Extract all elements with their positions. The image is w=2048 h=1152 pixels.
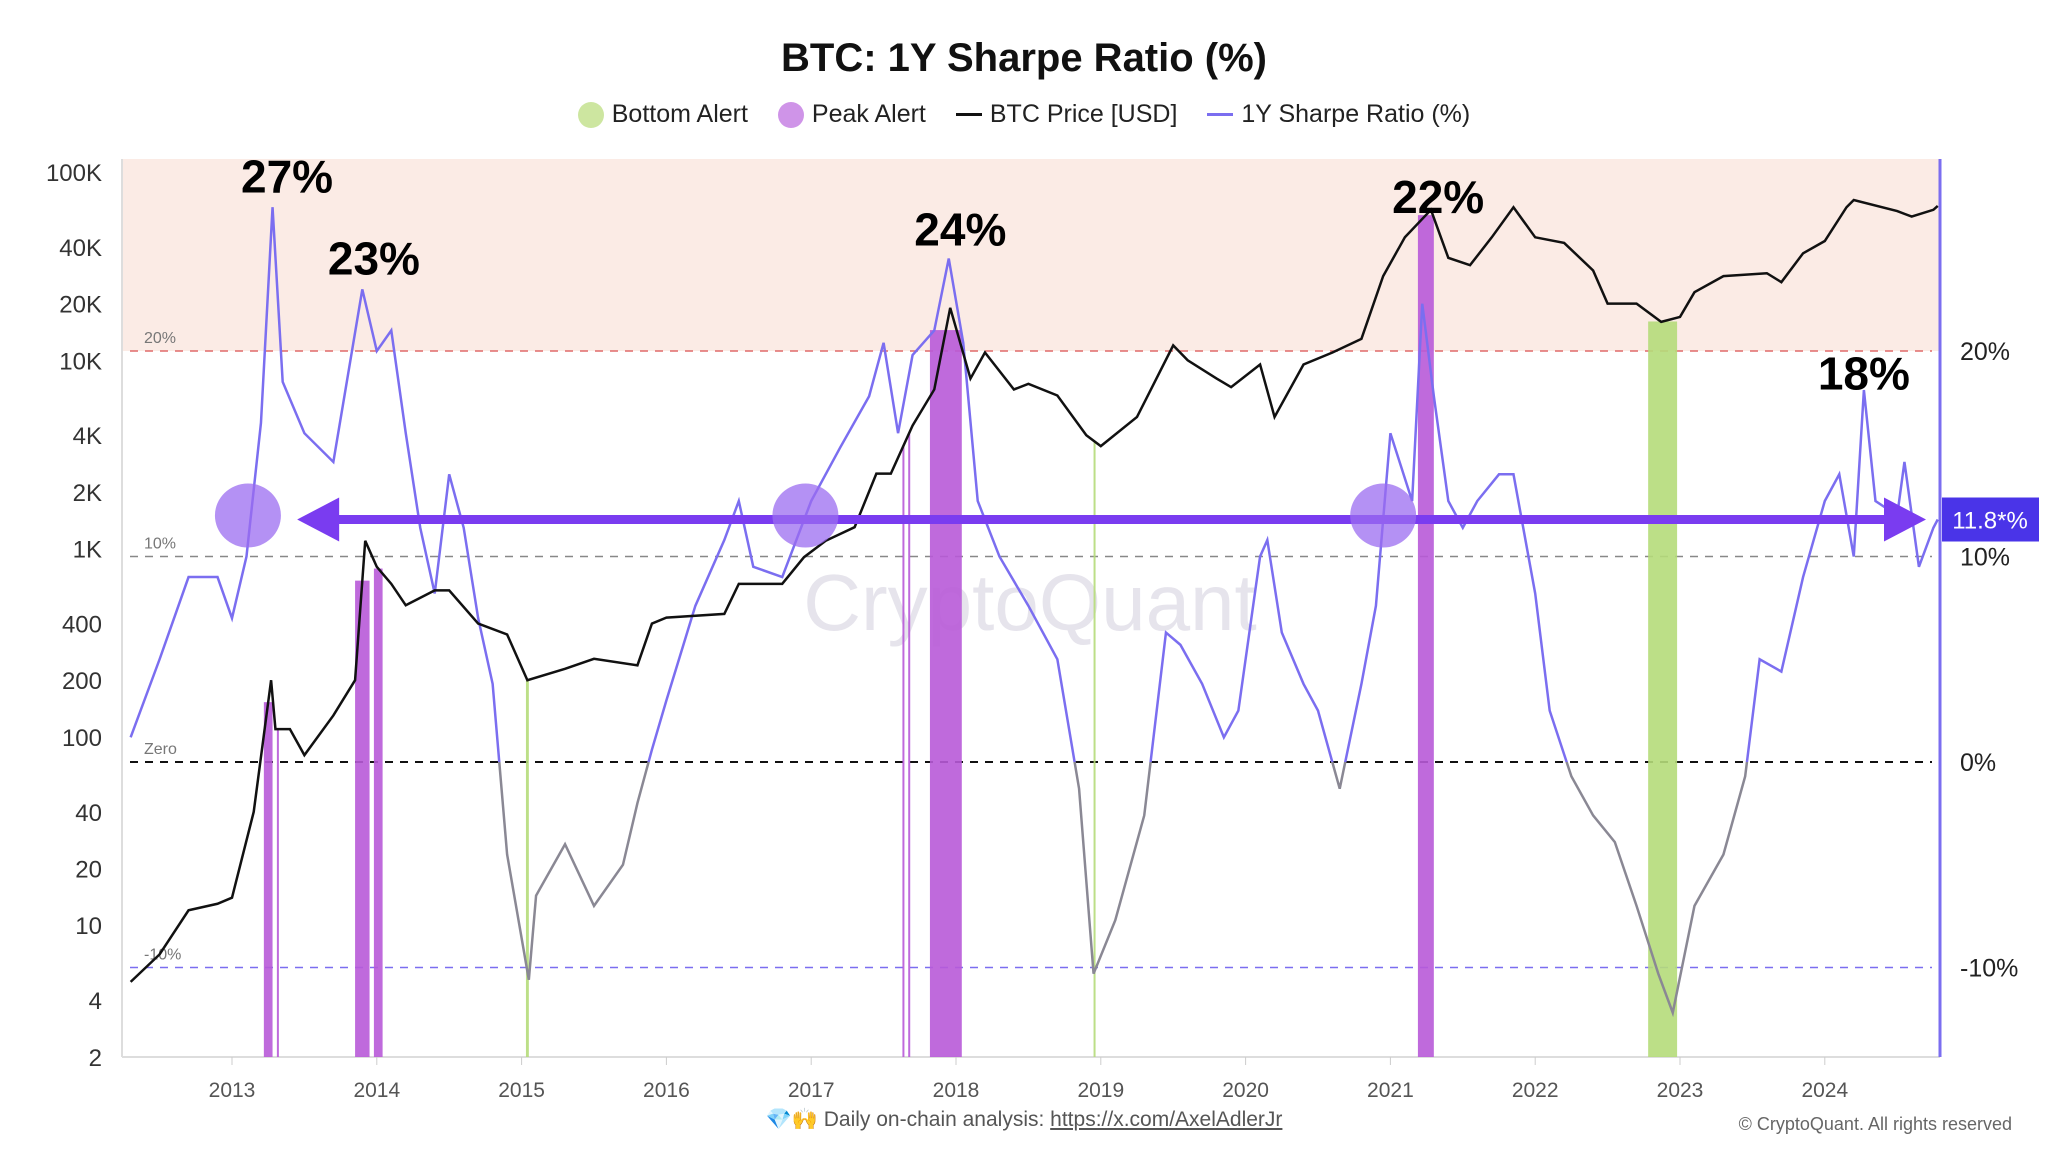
x-tick-label: 2014 — [353, 1079, 400, 1102]
arrow-left-head-icon — [297, 497, 340, 542]
legend-btc-price[interactable]: BTC Price [USD] — [955, 100, 1178, 129]
price-line-icon — [955, 113, 982, 116]
x-tick-label: 2024 — [1801, 1079, 1848, 1102]
circle-marker — [214, 483, 281, 548]
sharpe-line-icon — [1207, 113, 1234, 116]
legend-label: Peak Alert — [811, 100, 926, 128]
x-tick-label: 2016 — [643, 1079, 690, 1102]
peak-annotation: 22% — [1392, 171, 1484, 223]
high-zone — [122, 159, 1940, 351]
y-left-tick-label: 100 — [62, 725, 102, 752]
circle-marker — [772, 483, 839, 548]
y-left-tick-label: 10K — [59, 348, 102, 375]
circle-marker — [1350, 483, 1417, 548]
legend-label: BTC Price [USD] — [989, 100, 1178, 128]
y-left-tick-label: 20 — [75, 857, 102, 884]
sharpe-line-positive — [129, 207, 1939, 762]
y-left-tick-label: 1K — [73, 537, 102, 564]
x-tick-label: 2015 — [498, 1079, 545, 1102]
legend-label: 1Y Sharpe Ratio (%) — [1241, 100, 1471, 128]
bottom-alert-dot-icon — [577, 101, 604, 128]
current-value-label: 11.8*% — [1952, 508, 2028, 535]
y-left-tick-label: 4K — [73, 423, 102, 450]
x-tick-label: 2021 — [1367, 1079, 1414, 1102]
y-right-tick-label: 10% — [1960, 544, 2010, 572]
footer-text: Daily on-chain analysis: — [823, 1108, 1045, 1131]
y-right-tick-label: 20% — [1960, 338, 2010, 366]
x-tick-label: 2023 — [1657, 1079, 1704, 1102]
peak-annotation: 18% — [1818, 348, 1910, 400]
y-left-tick-label: 40K — [59, 235, 102, 262]
y-left-tick-label: 40 — [75, 800, 102, 827]
copyright: © CryptoQuant. All rights reserved — [1738, 1114, 2012, 1134]
bottom-alert-bar — [525, 680, 529, 1057]
peak-annotation: 23% — [328, 232, 420, 284]
peak-alert-bar — [355, 580, 370, 1057]
y-left-tick-label: 20K — [59, 292, 102, 319]
peak-annotation: 24% — [914, 204, 1006, 256]
peak-alert-bar — [908, 433, 911, 1057]
watermark: CryptoQuant — [803, 558, 1257, 647]
chart-title: BTC: 1Y Sharpe Ratio (%) — [781, 36, 1267, 80]
peak-annotation: 27% — [241, 150, 333, 202]
diamond-hands-icon: 💎🙌 — [765, 1108, 818, 1131]
arrow-right-head-icon — [1884, 497, 1926, 542]
peak-alert-bar — [1417, 215, 1434, 1057]
x-tick-label: 2019 — [1077, 1079, 1124, 1102]
y-left-tick-label: 4 — [89, 988, 102, 1015]
current-value-badge — [1942, 497, 2039, 542]
x-tick-label: 2017 — [788, 1079, 835, 1102]
y-right-tick-label: 0% — [1960, 749, 1996, 777]
x-tick-label: 2018 — [933, 1079, 980, 1102]
peak-alert-bar — [276, 729, 279, 1057]
x-tick-label: 2013 — [209, 1079, 256, 1102]
y-left-tick-label: 200 — [62, 668, 102, 695]
sharpe-line-negative — [498, 762, 1749, 1018]
legend-label: Bottom Alert — [611, 100, 748, 128]
y-left-tick-label: 2K — [73, 480, 102, 507]
x-tick-label: 2022 — [1512, 1079, 1559, 1102]
peak-alert-bar — [902, 446, 905, 1058]
peak-alert-bar — [373, 568, 383, 1057]
y-left-tick-label: 400 — [62, 612, 102, 639]
y-left-tick-label: 2 — [89, 1045, 102, 1072]
legend-bottom-alert[interactable]: Bottom Alert — [577, 100, 748, 129]
peak-alert-bar — [929, 330, 962, 1057]
legend-sharpe[interactable]: 1Y Sharpe Ratio (%) — [1207, 100, 1470, 129]
reference-line-label: 20% — [144, 330, 176, 347]
bottom-alert-bar — [1093, 441, 1096, 1057]
reference-line-label: Zero — [144, 741, 177, 758]
y-left-tick-label: 100K — [46, 160, 102, 187]
legend-peak-alert[interactable]: Peak Alert — [777, 100, 926, 129]
footer-link[interactable]: https://x.com/AxelAdlerJr — [1050, 1108, 1283, 1131]
peak-alert-bar — [263, 702, 273, 1057]
reference-line-label: 10% — [144, 536, 176, 553]
legend: Bottom Alert Peak Alert BTC Price [USD] … — [0, 100, 2048, 129]
y-left-tick-label: 10 — [75, 913, 102, 940]
footer: 💎🙌 Daily on-chain analysis: https://x.co… — [0, 1108, 2048, 1132]
x-tick-label: 2020 — [1222, 1079, 1269, 1102]
peak-alert-dot-icon — [777, 101, 804, 128]
bottom-alert-bar — [1648, 321, 1678, 1057]
y-right-tick-label: -10% — [1960, 955, 2018, 983]
btc-price-line — [129, 198, 1939, 983]
